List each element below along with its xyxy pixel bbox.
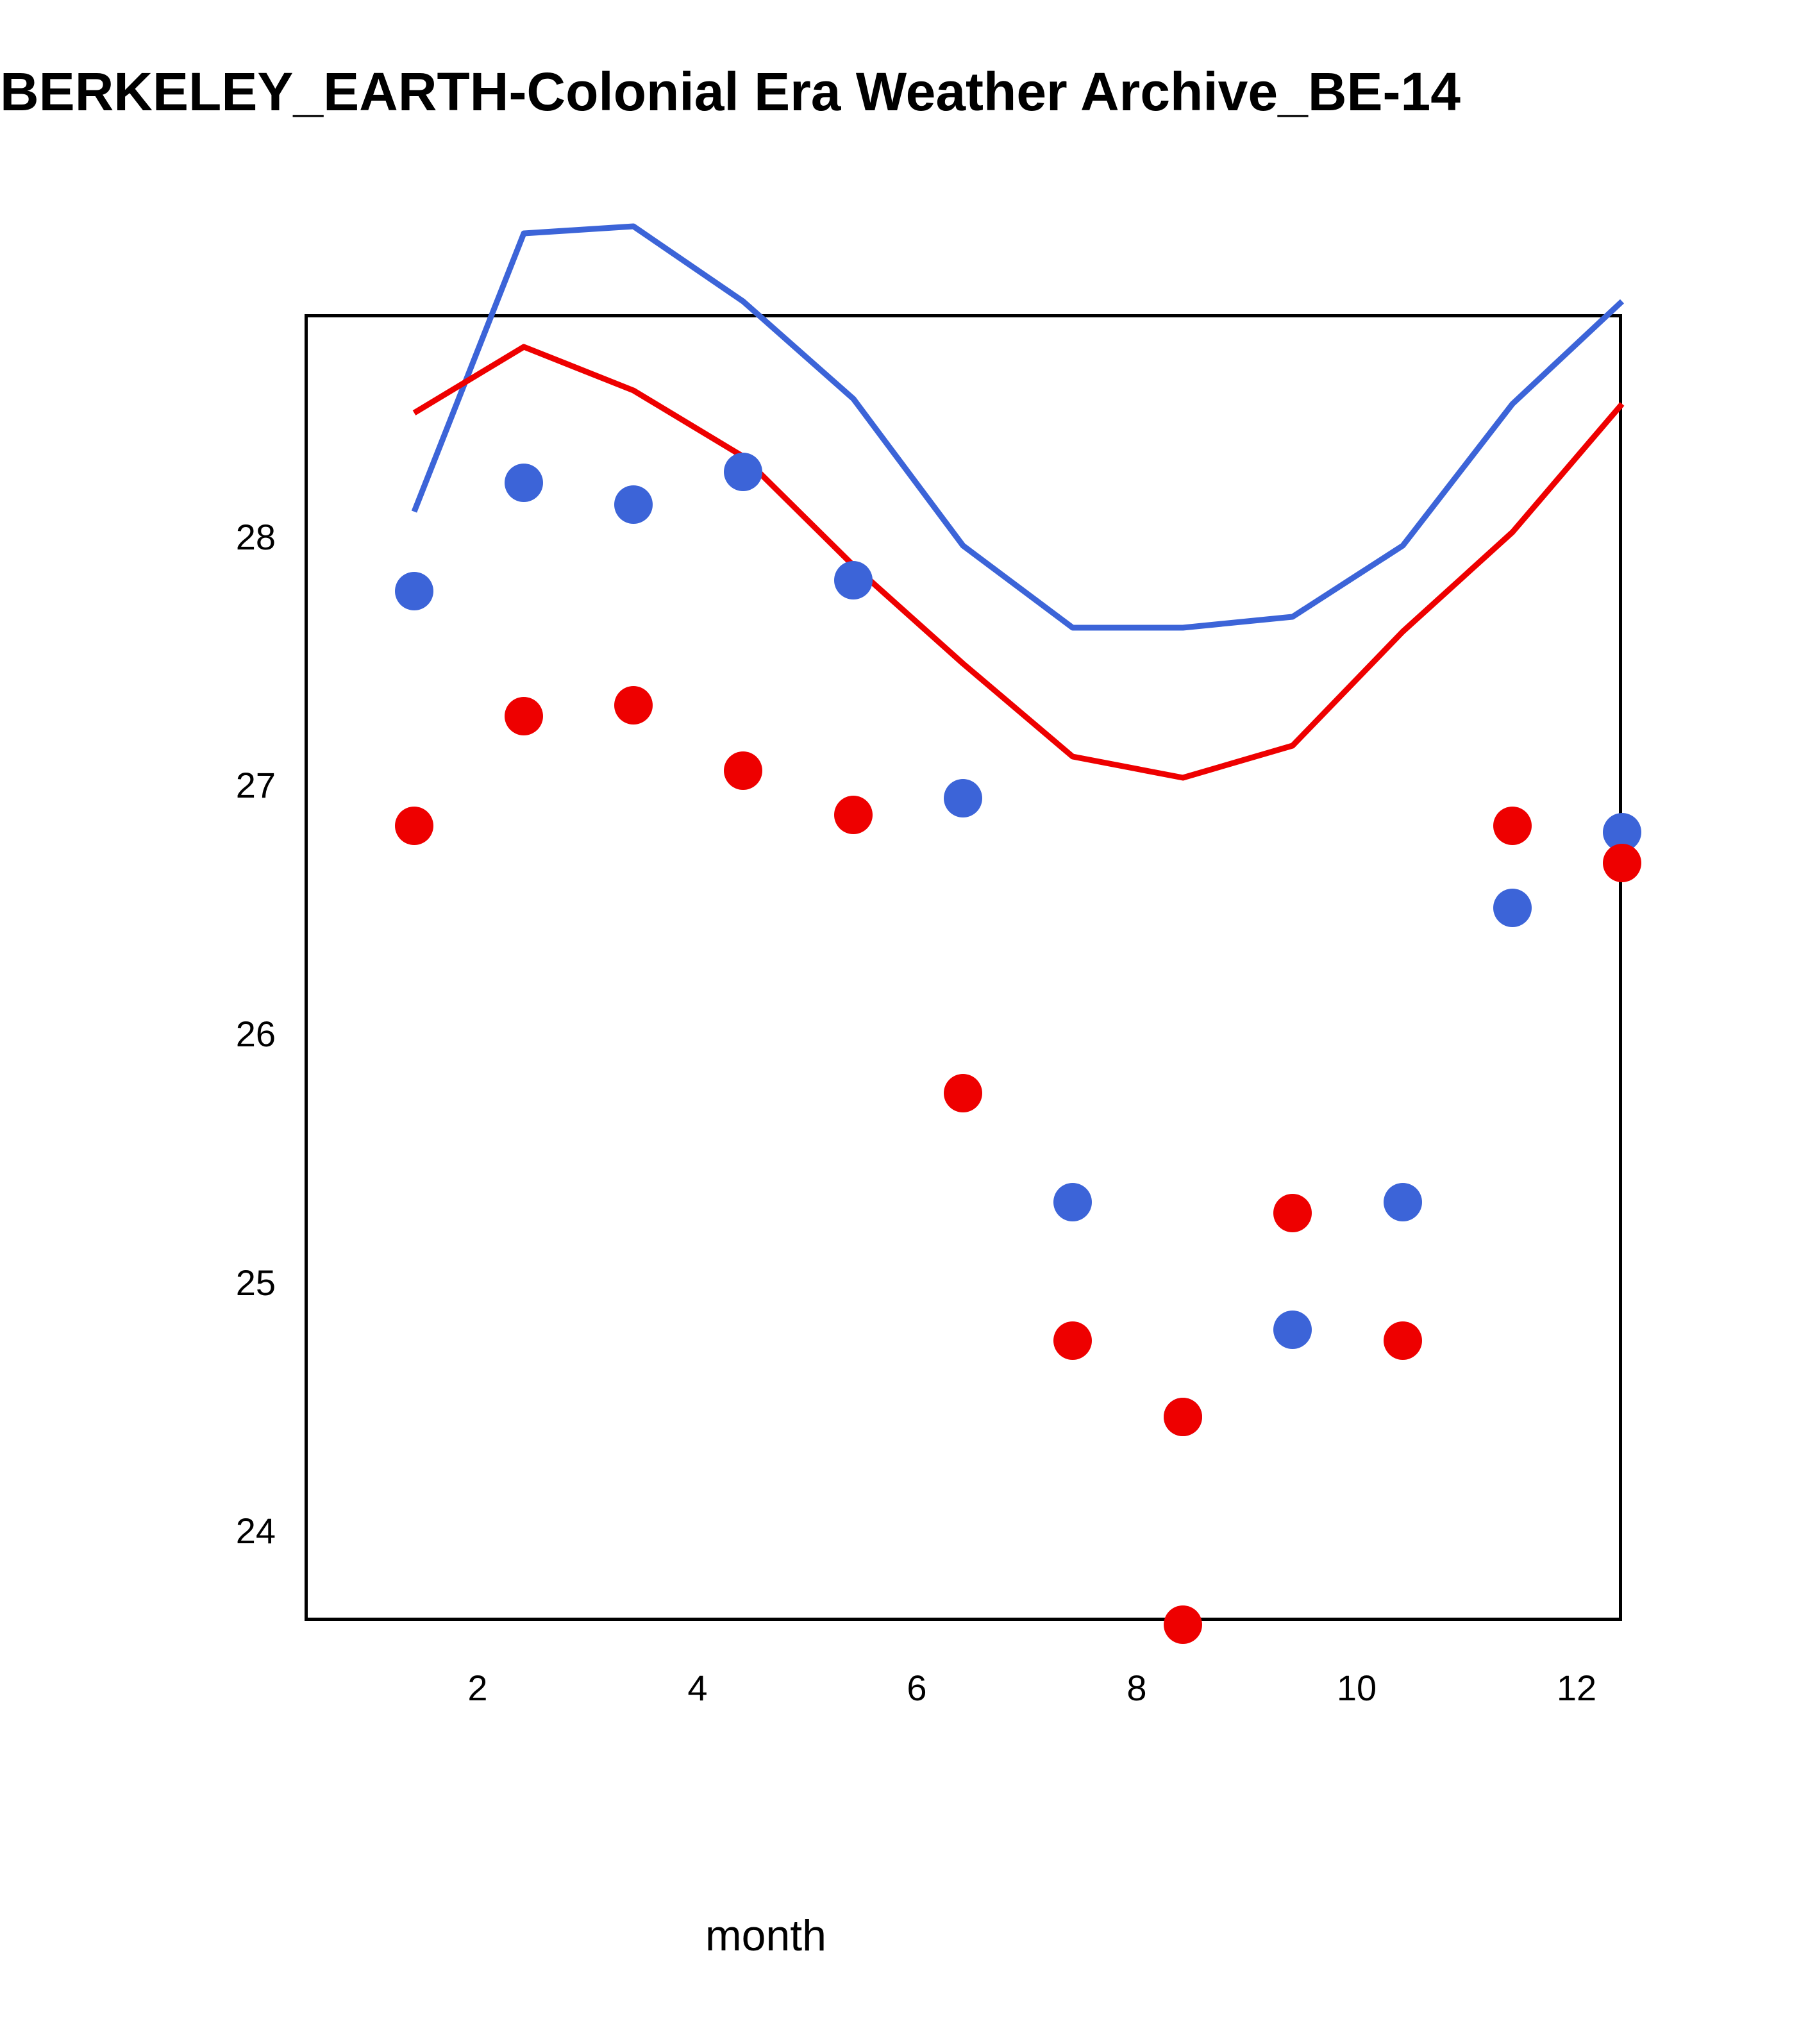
xtick-label: 6 (885, 1667, 949, 1709)
xtick-label: 10 (1325, 1667, 1389, 1709)
ytick-label: 28 (180, 516, 276, 558)
ytick-label: 27 (180, 764, 276, 806)
chart-title: BERKELEY_EARTH-Colonial Era Weather Arch… (0, 61, 1817, 123)
xtick-label: 4 (666, 1667, 730, 1709)
ytick-label: 25 (180, 1262, 276, 1303)
x-axis-label: month (705, 1911, 826, 1961)
chart-container: BERKELEY_EARTH-Colonial Era Weather Arch… (0, 0, 1817, 2044)
xtick-label: 8 (1105, 1667, 1169, 1709)
ytick-label: 26 (180, 1013, 276, 1055)
ytick-label: 24 (180, 1510, 276, 1552)
plot-area (305, 314, 1622, 1621)
xtick-label: 2 (446, 1667, 510, 1709)
xtick-label: 12 (1545, 1667, 1609, 1709)
